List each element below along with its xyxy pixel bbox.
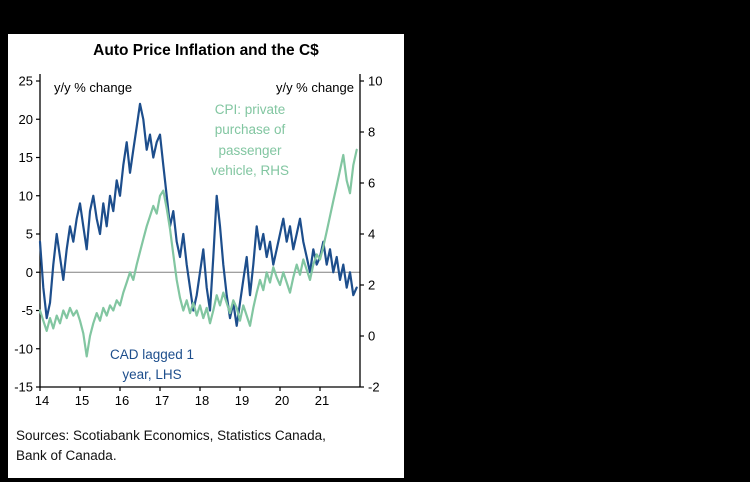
right-axis-tick-label: 4 <box>368 227 375 242</box>
sources-note: Sources: Scotiabank Economics, Statistic… <box>16 426 400 465</box>
x-axis-tick-label: 16 <box>115 393 129 408</box>
left-axis-tick-label: 25 <box>19 74 33 89</box>
right-axis-tick-label: 0 <box>368 329 375 344</box>
cad-line <box>38 102 358 327</box>
cpi-line <box>38 148 358 358</box>
right-axis-tick-label: 8 <box>368 125 375 140</box>
left-axis-tick-label: -15 <box>14 380 33 395</box>
chart-title: Auto Price Inflation and the C$ <box>93 42 319 59</box>
right-axis-tick-label: 10 <box>368 74 382 89</box>
left-axis-tick-label: 0 <box>26 265 33 280</box>
x-axis-tick-label: 15 <box>75 393 89 408</box>
left-axis-tick-label: 5 <box>26 227 33 242</box>
x-axis-tick-label: 21 <box>315 393 329 408</box>
left-axis-unit-label: y/y % change <box>54 80 133 95</box>
x-axis-tick-label: 19 <box>235 393 249 408</box>
sources-line-1: Sources: Scotiabank Economics, Statistic… <box>16 428 326 443</box>
right-axis-unit-label: y/y % change <box>275 80 354 95</box>
x-axis-tick-label: 17 <box>155 393 169 408</box>
right-axis-tick-label: 2 <box>368 278 375 293</box>
left-axis-tick-label: -10 <box>14 341 33 356</box>
left-axis-tick-label: 20 <box>19 112 33 127</box>
left-axis-tick-label: 10 <box>19 188 33 203</box>
x-axis-tick-label: 18 <box>195 393 209 408</box>
x-axis-tick-label: 14 <box>35 393 49 408</box>
chart-panel: Auto Price Inflation and the C$ y/y % ch… <box>8 34 404 478</box>
left-axis-tick-label: 15 <box>19 150 33 165</box>
left-axis-tick-label: -5 <box>21 303 33 318</box>
right-axis-tick-label: 6 <box>368 176 375 191</box>
sources-line-2: Bank of Canada. <box>16 447 117 463</box>
right-axis-tick-label: -2 <box>368 380 380 395</box>
x-axis-tick-label: 20 <box>275 393 289 408</box>
